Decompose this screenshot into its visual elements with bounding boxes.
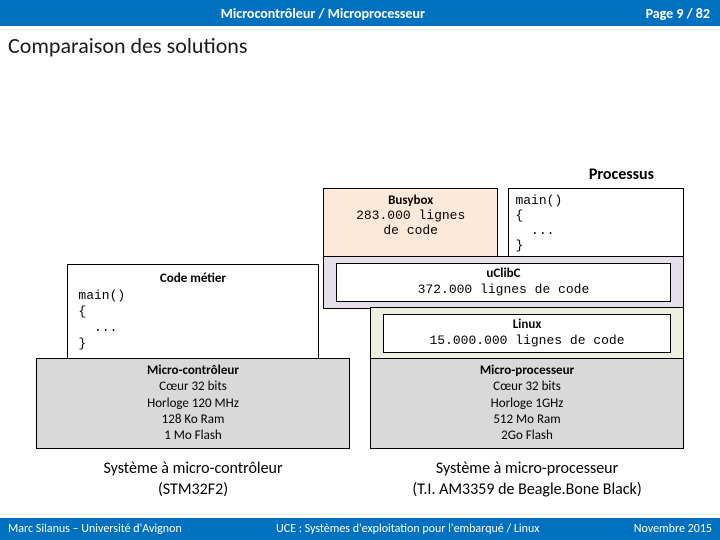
left-hw-layer: Micro-contrôleur Cœur 32 bits Horloge 12… <box>36 358 350 449</box>
footer-center: UCE : Systèmes d'exploitation pour l'emb… <box>194 522 622 536</box>
left-caption: Système à micro-contrôleur (STM32F2) <box>103 459 282 501</box>
footer-left: Marc Silanus – Université d'Avignon <box>0 522 194 536</box>
right-stack: Micro-processeur Cœur 32 bits Horloge 1G… <box>370 188 684 450</box>
processus-label: Processus <box>589 165 684 184</box>
left-hw-l2: Horloge 120 MHz <box>43 396 343 412</box>
right-hw-l3: 512 Mo Ram <box>377 412 677 428</box>
linux-layer: Linux 15.000.000 lignes de code <box>370 307 684 360</box>
footer-bar: Marc Silanus – Université d'Avignon UCE … <box>0 518 720 540</box>
right-caption-l1: Système à micro-processeur <box>412 459 641 480</box>
section-heading: Comparaison des solutions <box>0 26 720 61</box>
uclibc-title: uClibC <box>486 266 520 281</box>
right-hw-title: Micro-processeur <box>377 363 677 379</box>
proc-code-box: main() { ... } <box>508 188 684 258</box>
left-caption-l1: Système à micro-contrôleur <box>103 459 282 480</box>
left-stack: Micro-contrôleur Cœur 32 bits Horloge 12… <box>36 264 350 449</box>
linux-title: Linux <box>513 317 542 332</box>
comparison-columns: Micro-contrôleur Cœur 32 bits Horloge 12… <box>0 61 720 501</box>
left-hw-l4: 1 Mo Flash <box>43 428 343 444</box>
left-hw-title: Micro-contrôleur <box>43 363 343 379</box>
linux-lines: 15.000.000 lignes de code <box>429 333 624 348</box>
slide-title: Microcontrôleur / Microprocesseur <box>0 5 646 22</box>
left-hw-l3: 128 Ko Ram <box>43 412 343 428</box>
uclibc-layer: uClibC 372.000 lignes de code <box>323 256 684 309</box>
left-business-layer: Code métier main() { ... } <box>67 264 318 359</box>
left-hw-l1: Cœur 32 bits <box>43 379 343 395</box>
right-caption-l2: (T.I. AM3359 de Beagle.Bone Black) <box>412 480 641 501</box>
busybox-title: Busybox <box>330 193 492 208</box>
left-business-title: Code métier <box>78 271 307 287</box>
top-bar: Microcontrôleur / Microprocesseur Page 9… <box>0 0 720 26</box>
footer-right: Novembre 2015 <box>622 522 720 536</box>
left-business-code: main() { ... } <box>78 288 307 353</box>
right-hw-layer: Micro-processeur Cœur 32 bits Horloge 1G… <box>370 358 684 449</box>
left-column: Micro-contrôleur Cœur 32 bits Horloge 12… <box>36 264 350 501</box>
right-hw-l1: Cœur 32 bits <box>377 379 677 395</box>
right-hw-l4: 2Go Flash <box>377 428 677 444</box>
busybox-box: Busybox 283.000 lignes de code <box>323 188 499 258</box>
right-hw-l2: Horloge 1GHz <box>377 396 677 412</box>
right-top-row: Busybox 283.000 lignes de code main() { … <box>323 188 684 258</box>
page-number: Page 9 / 82 <box>646 5 720 22</box>
uclibc-inner: uClibC 372.000 lignes de code <box>336 263 671 302</box>
right-caption: Système à micro-processeur (T.I. AM3359 … <box>412 459 641 501</box>
right-column: Processus Micro-processeur Cœur 32 bits … <box>370 165 684 501</box>
left-caption-l2: (STM32F2) <box>103 480 282 501</box>
linux-inner: Linux 15.000.000 lignes de code <box>383 314 671 353</box>
uclibc-lines: 372.000 lignes de code <box>418 282 590 297</box>
busybox-lines: 283.000 lignes de code <box>330 208 492 238</box>
